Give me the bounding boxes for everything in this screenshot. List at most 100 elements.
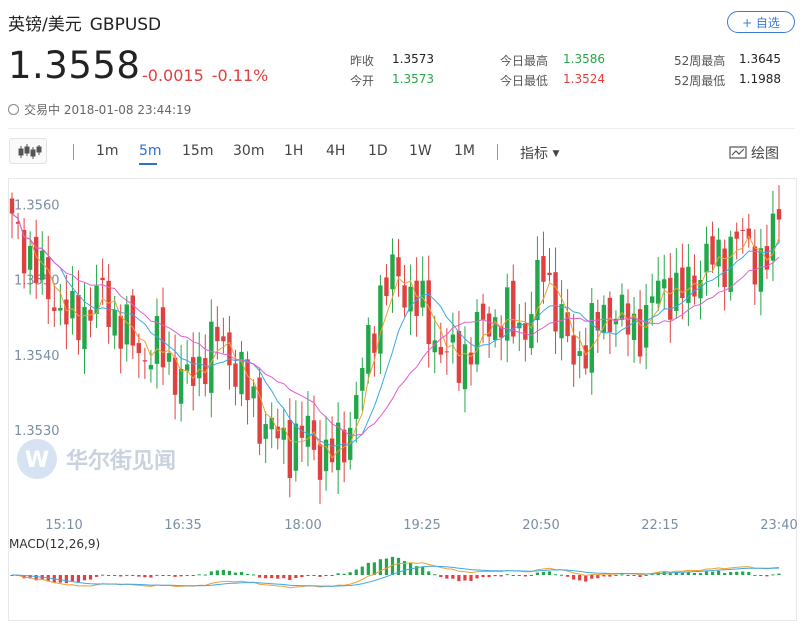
timeframe-1d[interactable]: 1D — [368, 143, 388, 159]
candle-down — [136, 333, 142, 378]
macd-bar — [505, 574, 509, 576]
candle-body — [571, 335, 576, 365]
candlestick-icon — [18, 144, 42, 159]
candle-body — [432, 340, 437, 353]
macd-bar — [203, 574, 207, 576]
candle-down — [317, 420, 323, 504]
candle-body — [178, 368, 184, 404]
pair-code: GBPUSD — [89, 15, 162, 35]
candle-up — [619, 283, 625, 327]
draw-button[interactable]: 绘图 — [729, 143, 779, 163]
macd-bar — [312, 575, 316, 576]
candle-down — [106, 264, 111, 344]
macd-bar — [559, 574, 564, 576]
candle-down — [227, 316, 232, 390]
macd-bar — [481, 575, 485, 578]
candle-body — [166, 353, 172, 362]
macd-bar — [185, 575, 189, 576]
macd-bar — [251, 574, 256, 576]
candle-body — [233, 363, 238, 387]
candle-body — [130, 295, 136, 346]
candle-body — [680, 267, 685, 299]
pair-name: 英镑/美元 — [8, 15, 82, 35]
macd-bar — [753, 574, 757, 576]
macd-bar — [366, 562, 370, 575]
macd-bar — [167, 575, 171, 576]
candle-body — [770, 213, 776, 261]
macd-bar — [535, 572, 540, 575]
timeframe-5m[interactable]: 5m — [139, 143, 162, 159]
stat-open: 今开 1.3573 — [350, 72, 434, 89]
candle-down — [637, 290, 643, 364]
candle-up — [589, 287, 594, 395]
toolbar-separator — [73, 144, 74, 160]
timeframe-1h[interactable]: 1H — [284, 143, 304, 159]
timeframe-1m[interactable]: 1m — [96, 143, 119, 159]
candle-body — [160, 307, 166, 368]
candle-up — [269, 402, 274, 449]
timeframe-4h[interactable]: 4H — [326, 143, 346, 159]
macd-bar — [716, 570, 721, 575]
candle-body — [674, 272, 679, 311]
macd-bar — [729, 572, 733, 575]
candle-down — [100, 258, 105, 305]
candle-body — [655, 280, 661, 304]
candle-body — [323, 439, 329, 472]
timeframe-15m[interactable]: 15m — [182, 143, 214, 159]
macd-bar — [402, 561, 407, 575]
macd-bar — [306, 575, 310, 576]
candle-body — [58, 307, 63, 311]
macd-bar — [608, 575, 612, 577]
timeframe-1w[interactable]: 1W — [409, 143, 432, 159]
macd-bar — [354, 569, 358, 575]
candle-body — [190, 357, 196, 386]
candle-body — [94, 285, 99, 314]
draw-label: 绘图 — [751, 146, 779, 162]
add-watchlist-button[interactable]: + 自选 — [727, 11, 795, 33]
candle-body — [366, 324, 371, 374]
candle-body — [511, 280, 516, 337]
macd-bar — [457, 575, 461, 582]
candle-body — [148, 364, 154, 370]
candle-up — [58, 284, 63, 326]
indicator-dropdown[interactable]: 指标 ▼ — [520, 143, 559, 163]
candle-up — [82, 283, 87, 374]
chart-area[interactable] — [8, 178, 797, 621]
stat-value: 1.1988 — [739, 72, 781, 86]
macd-bar — [22, 575, 26, 579]
candle-body — [468, 352, 474, 365]
macd-bar — [415, 566, 419, 575]
macd-bar — [674, 572, 678, 575]
timeframe-30m[interactable]: 30m — [233, 143, 265, 159]
x-tick-label: 23:40 — [760, 518, 797, 533]
macd-bar — [173, 575, 177, 577]
macd-bar — [300, 575, 304, 578]
candle-body — [498, 326, 504, 338]
stat-value: 1.3524 — [563, 72, 605, 86]
macd-bar — [602, 575, 606, 577]
stat-52w-high: 52周最高 1.3645 — [674, 52, 781, 69]
candle-body — [341, 429, 347, 463]
candle-down — [245, 351, 250, 425]
macd-bar — [590, 575, 594, 579]
macd-bar — [723, 573, 727, 575]
candle-body — [40, 250, 45, 280]
macd-bar — [396, 557, 401, 575]
candle-body — [643, 305, 649, 348]
x-tick-label: 22:15 — [641, 518, 678, 533]
timeframe-1mo[interactable]: 1M — [454, 143, 475, 159]
macd-bar — [511, 575, 515, 576]
candle-body — [589, 303, 594, 373]
candle-body — [438, 346, 443, 355]
chart-type-button[interactable] — [9, 138, 47, 164]
candle-up — [354, 381, 359, 443]
macd-bar — [258, 575, 262, 578]
macd-bar — [161, 575, 165, 576]
candle-up — [505, 273, 510, 363]
macd-bar — [710, 571, 715, 575]
candle-body — [480, 303, 486, 320]
stat-52w-low: 52周最低 1.1988 — [674, 72, 781, 89]
stat-value: 1.3586 — [563, 52, 605, 66]
macd-label: MACD(12,26,9) — [9, 537, 100, 551]
